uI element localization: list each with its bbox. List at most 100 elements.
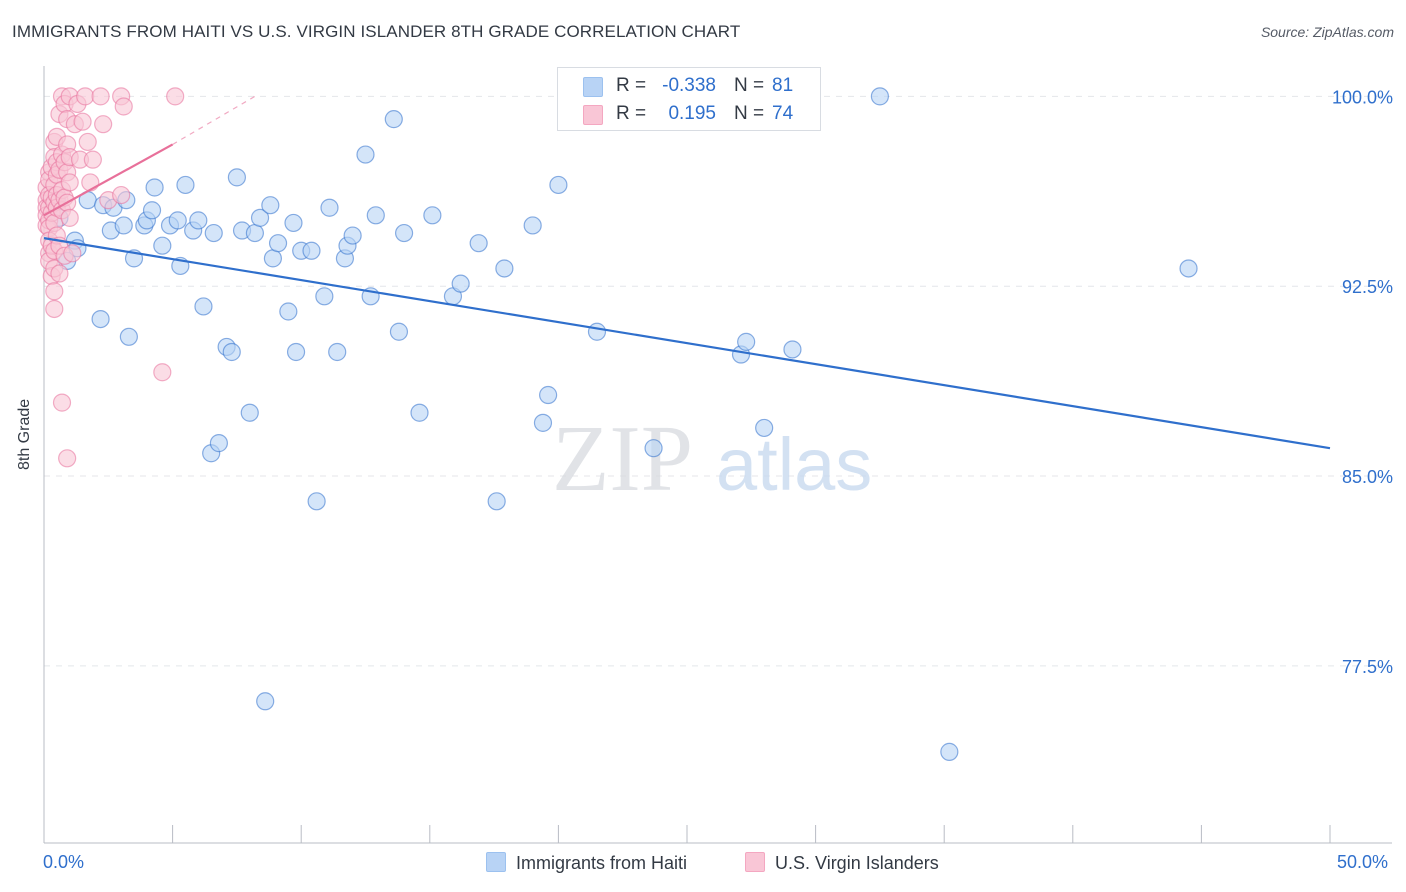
data-point: [119, 327, 138, 346]
data-point: [63, 244, 82, 263]
data-point: [114, 97, 133, 116]
data-point: [755, 418, 774, 438]
legend-label-virgin-islanders: U.S. Virgin Islanders: [775, 853, 939, 873]
data-point: [60, 173, 79, 192]
data-point: [487, 492, 506, 511]
data-point: [737, 332, 756, 351]
trend-lines: [43, 95, 1331, 450]
data-point: [52, 393, 72, 412]
r-value: -0.338: [662, 75, 716, 96]
data-point: [83, 150, 102, 169]
source-label: Source: ZipAtlas.com: [1260, 24, 1394, 40]
data-points: [37, 87, 1198, 761]
gridlines: [44, 95, 1392, 667]
data-point: [142, 201, 162, 220]
data-point: [222, 342, 241, 362]
legend-swatch-haiti: [486, 852, 506, 872]
data-point: [469, 234, 488, 253]
trend-line: [43, 237, 1331, 450]
watermark-atlas: atlas: [716, 423, 872, 506]
data-point: [279, 302, 298, 321]
data-point: [91, 87, 110, 106]
data-point: [320, 198, 339, 217]
data-point: [533, 413, 553, 432]
y-tick-label: 92.5%: [1342, 277, 1393, 297]
chart-title: IMMIGRANTS FROM HAITI VS U.S. VIRGIN ISL…: [12, 22, 741, 41]
stats-swatch-virgin-islanders: [583, 105, 603, 125]
data-point: [356, 145, 375, 164]
data-point: [153, 236, 172, 255]
data-point: [286, 342, 306, 362]
y-tick-label: 77.5%: [1342, 657, 1393, 677]
data-point: [240, 403, 259, 422]
y-tick-label: 85.0%: [1342, 467, 1393, 487]
data-point: [539, 385, 558, 405]
data-point: [168, 211, 187, 230]
data-point: [495, 259, 514, 278]
data-point: [94, 115, 113, 134]
x-tick-label-max: 50.0%: [1337, 852, 1389, 872]
data-point: [58, 449, 77, 468]
n-value: 81: [772, 75, 794, 96]
r-label: R =: [616, 75, 647, 96]
data-point: [302, 241, 321, 260]
data-point: [940, 742, 959, 761]
data-point: [268, 234, 288, 253]
data-point: [366, 206, 385, 225]
data-point: [245, 223, 265, 243]
data-point: [315, 287, 334, 306]
data-point: [783, 340, 802, 359]
data-point: [50, 264, 69, 283]
series-virgin-islanders: [37, 87, 185, 468]
x-tick-label-min: 0.0%: [43, 852, 85, 872]
data-point: [587, 322, 607, 341]
r-value: 0.195: [668, 103, 716, 124]
data-point: [209, 434, 228, 453]
legend-swatch-virgin-islanders: [745, 852, 765, 872]
n-label: N =: [734, 75, 765, 96]
legend-label-haiti: Immigrants from Haiti: [516, 853, 688, 873]
data-point: [870, 87, 890, 106]
data-point: [81, 173, 100, 192]
trend-line: [43, 143, 174, 217]
data-point: [256, 692, 275, 711]
stats-row-virgin-islanders: R = 0.195 N = 74: [558, 101, 820, 127]
data-point: [166, 87, 185, 106]
data-point: [176, 175, 195, 195]
data-point: [91, 309, 110, 329]
data-point: [73, 112, 92, 131]
legend-item-virgin-islanders[interactable]: U.S. Virgin Islanders: [745, 852, 939, 874]
data-point: [644, 439, 663, 458]
stats-box: R = -0.338 N = 81 R = 0.195 N = 74: [557, 67, 821, 131]
n-value: 74: [772, 103, 794, 124]
legend-item-haiti[interactable]: Immigrants from Haiti: [486, 852, 687, 874]
data-point: [389, 322, 409, 341]
data-point: [189, 211, 208, 230]
data-point: [45, 299, 64, 319]
data-point: [549, 175, 568, 195]
data-point: [423, 206, 442, 225]
data-point: [263, 249, 283, 268]
data-point: [60, 208, 79, 227]
data-point: [250, 208, 270, 227]
trend-line-extension: [172, 95, 256, 145]
data-point: [1179, 259, 1198, 278]
data-point: [343, 226, 362, 245]
data-point: [145, 178, 164, 197]
data-point: [328, 342, 347, 362]
data-point: [153, 363, 172, 382]
data-point: [78, 132, 97, 152]
y-tick-labels: 77.5% 85.0% 92.5% 100.0%: [1332, 87, 1393, 676]
n-label: N =: [734, 103, 765, 124]
stats-swatch-haiti: [583, 77, 603, 97]
data-point: [284, 213, 303, 233]
watermark-zip: ZIP: [552, 407, 693, 511]
data-point: [112, 185, 131, 205]
data-point: [410, 403, 429, 422]
data-point: [194, 297, 213, 316]
stats-row-haiti: R = -0.338 N = 81: [558, 73, 820, 99]
data-point: [394, 223, 414, 243]
data-point: [261, 196, 280, 215]
r-label: R =: [616, 103, 647, 124]
